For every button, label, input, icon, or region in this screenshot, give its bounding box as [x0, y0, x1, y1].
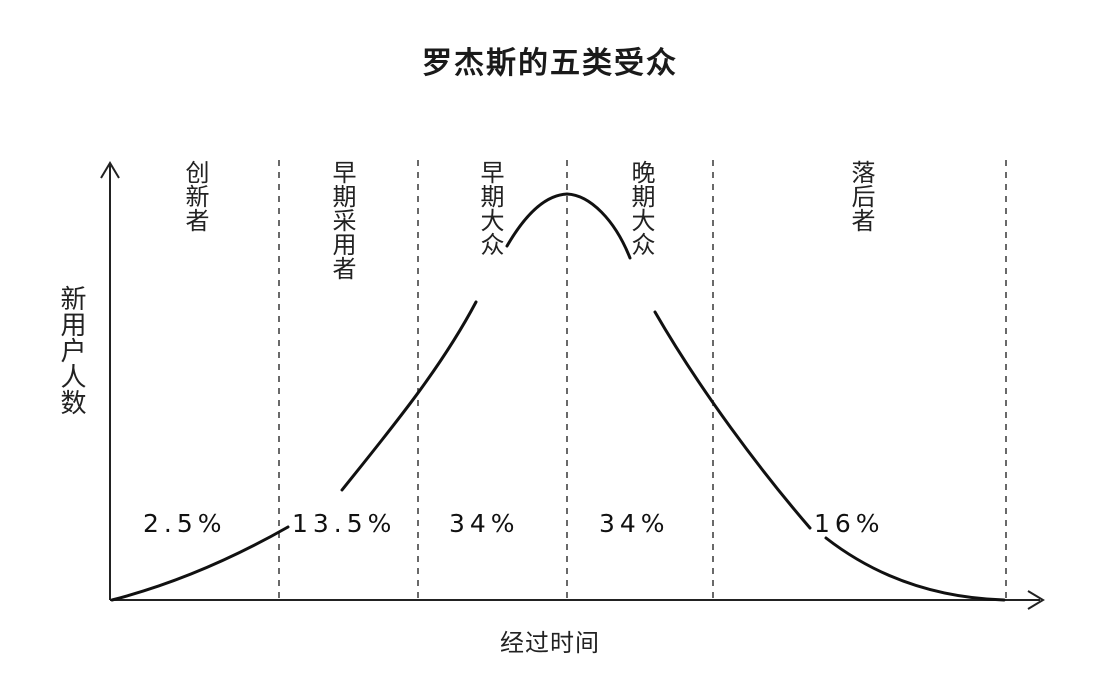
segment-label-early-majority: 早期大众 — [476, 160, 504, 256]
y-axis-arrow — [100, 161, 120, 179]
curve-segment-late-majority — [653, 310, 812, 530]
curve-segment-innovators — [110, 525, 290, 602]
segment-share-early-adopters: 13.5% — [292, 509, 397, 538]
curve-segment-laggards — [824, 536, 1006, 602]
curve-segment-early-adopters — [340, 300, 478, 492]
x-axis-label: 经过时间 — [500, 629, 600, 657]
diagram-title: 罗杰斯的五类受众 — [422, 46, 678, 81]
segment-share-early-majority: 34% — [449, 509, 520, 538]
segment-share-late-majority: 34% — [599, 509, 670, 538]
segment-label-laggards: 落后者 — [847, 160, 875, 232]
curve-segment-peak — [505, 192, 632, 260]
y-axis-label: 新用户人数 — [56, 285, 86, 415]
segment-share-laggards: 16% — [814, 509, 885, 538]
segment-label-early-adopters: 早期采用者 — [328, 160, 356, 280]
x-axis-arrow — [1027, 590, 1045, 610]
segment-share-innovators: 2.5% — [143, 509, 227, 538]
segment-label-late-majority: 晚期大众 — [627, 160, 655, 256]
segment-label-innovators: 创新者 — [181, 160, 209, 232]
